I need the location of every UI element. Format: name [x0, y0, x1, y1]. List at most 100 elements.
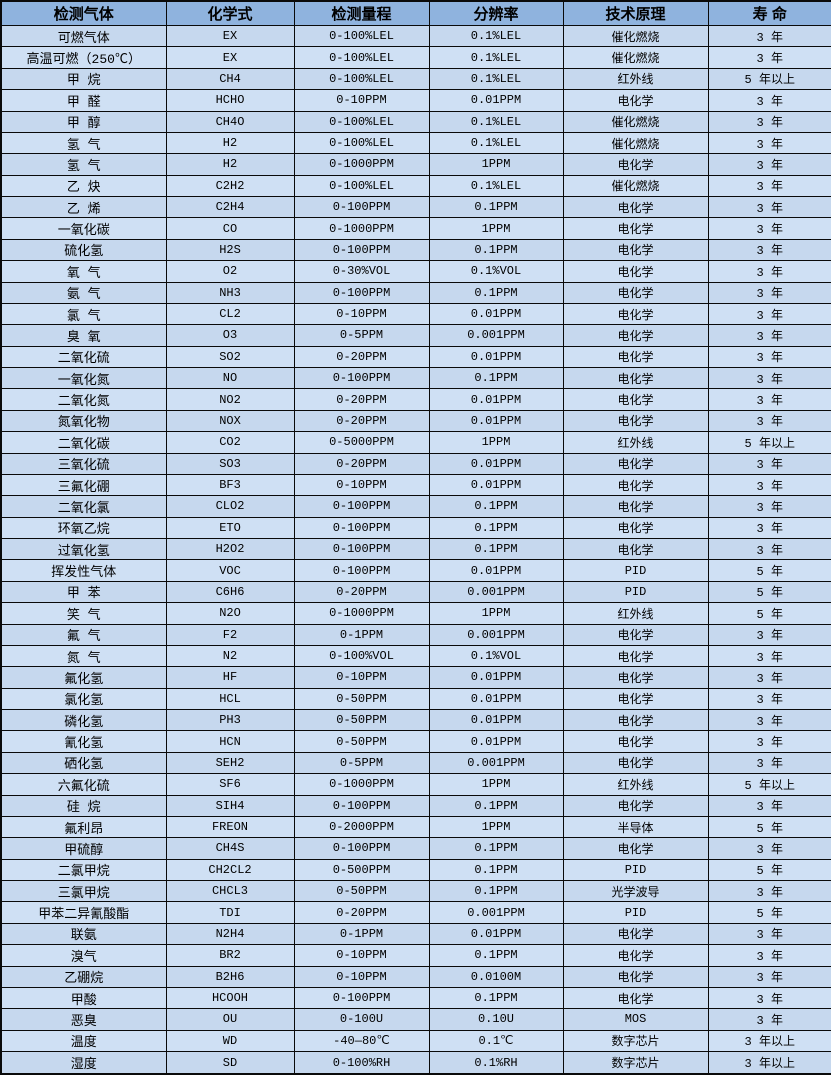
- cell-resolution: 0.01PPM: [428, 473, 564, 497]
- cell-formula: HCHO: [165, 89, 295, 112]
- cell-principle: 电化学: [562, 238, 709, 262]
- table-header: 检测气体 化学式 检测量程 分辨率 技术原理 寿 命: [0, 0, 831, 26]
- table-row: 硫化氢 H2S 0-100PPM 0.1PPM 电化学 3 年: [0, 238, 831, 262]
- table-row: 一氧化碳 CO 0-1000PPM 1PPM 电化学 3 年: [0, 217, 831, 240]
- column-header-range: 检测量程: [293, 0, 430, 26]
- table-row: 三氯甲烷 CHCL3 0-50PPM 0.1PPM 光学波导 3 年: [0, 879, 831, 903]
- cell-formula: EX: [165, 46, 295, 69]
- cell-life: 3 年: [707, 345, 831, 369]
- cell-resolution: 0.1%RH: [428, 1051, 564, 1075]
- column-header-resolution: 分辨率: [428, 0, 564, 26]
- cell-range: 0-1PPM: [293, 922, 430, 946]
- table-row: 恶臭 OU 0-100U 0.10U MOS 3 年: [0, 1008, 831, 1031]
- cell-principle: 电化学: [562, 537, 709, 561]
- cell-formula: VOC: [165, 559, 295, 582]
- cell-formula: O3: [165, 324, 295, 347]
- cell-life: 3 年: [707, 537, 831, 561]
- cell-formula: NO2: [165, 388, 295, 411]
- cell-life: 5 年: [707, 815, 831, 839]
- cell-resolution: 0.1PPM: [428, 879, 564, 903]
- cell-principle: 电化学: [562, 708, 709, 732]
- cell-gas: 甲硫醇: [0, 837, 167, 860]
- cell-formula: FREON: [165, 815, 295, 839]
- cell-principle: 电化学: [562, 473, 709, 497]
- table-row: 环氧乙烷 ETO 0-100PPM 0.1PPM 电化学 3 年: [0, 516, 831, 540]
- cell-range: -40—80℃: [293, 1029, 430, 1053]
- table-row: 甲 醇 CH4O 0-100%LEL 0.1%LEL 催化燃烧 3 年: [0, 110, 831, 133]
- cell-range: 0-100%RH: [293, 1051, 430, 1075]
- cell-range: 0-100PPM: [293, 794, 430, 817]
- cell-principle: 红外线: [562, 431, 709, 454]
- table-row: 温度 WD -40—80℃ 0.1℃ 数字芯片 3 年以上: [0, 1029, 831, 1053]
- cell-resolution: 0.01PPM: [428, 666, 564, 689]
- cell-resolution: 0.001PPM: [428, 751, 564, 775]
- cell-range: 0-100PPM: [293, 495, 430, 518]
- table-row: 乙 炔 C2H2 0-100%LEL 0.1%LEL 催化燃烧 3 年: [0, 174, 831, 198]
- cell-range: 0-100%LEL: [293, 131, 430, 155]
- cell-principle: 红外线: [562, 67, 709, 91]
- cell-life: 3 年: [707, 516, 831, 540]
- cell-principle: 电化学: [562, 366, 709, 390]
- cell-life: 3 年: [707, 666, 831, 689]
- cell-principle: 电化学: [562, 388, 709, 411]
- table-row: 氯 气 CL2 0-10PPM 0.01PPM 电化学 3 年: [0, 302, 831, 326]
- cell-life: 5 年: [707, 559, 831, 582]
- cell-principle: PID: [562, 901, 709, 924]
- cell-resolution: 0.01PPM: [428, 452, 564, 475]
- table-row: 二氧化硫 SO2 0-20PPM 0.01PPM 电化学 3 年: [0, 345, 831, 369]
- cell-principle: 电化学: [562, 944, 709, 967]
- cell-gas: 二氯甲烷: [0, 858, 167, 882]
- cell-life: 3 年: [707, 110, 831, 133]
- table-row: 溴气 BR2 0-10PPM 0.1PPM 电化学 3 年: [0, 944, 831, 967]
- table-row: 甲 烷 CH4 0-100%LEL 0.1%LEL 红外线 5 年以上: [0, 67, 831, 91]
- cell-resolution: 0.1PPM: [428, 986, 564, 1010]
- cell-life: 3 年: [707, 153, 831, 176]
- cell-principle: 数字芯片: [562, 1029, 709, 1053]
- cell-range: 0-10PPM: [293, 666, 430, 689]
- cell-range: 0-100PPM: [293, 195, 430, 219]
- cell-resolution: 0.01PPM: [428, 708, 564, 732]
- cell-gas: 六氟化硫: [0, 773, 167, 796]
- cell-formula: CH4S: [165, 837, 295, 860]
- column-header-formula: 化学式: [165, 0, 295, 26]
- cell-principle: 电化学: [562, 495, 709, 518]
- table-row: 氟 气 F2 0-1PPM 0.001PPM 电化学 3 年: [0, 623, 831, 646]
- cell-principle: 电化学: [562, 324, 709, 347]
- cell-formula: EX: [165, 24, 295, 48]
- cell-resolution: 0.01PPM: [428, 89, 564, 112]
- cell-formula: H2: [165, 153, 295, 176]
- table-row: 硅 烷 SIH4 0-100PPM 0.1PPM 电化学 3 年: [0, 794, 831, 817]
- cell-resolution: 0.01PPM: [428, 302, 564, 326]
- cell-range: 0-100%LEL: [293, 24, 430, 48]
- cell-life: 3 年: [707, 366, 831, 390]
- cell-range: 0-5PPM: [293, 324, 430, 347]
- cell-formula: NO: [165, 366, 295, 390]
- cell-principle: 电化学: [562, 302, 709, 326]
- table-row: 联氨 N2H4 0-1PPM 0.01PPM 电化学 3 年: [0, 922, 831, 946]
- cell-principle: 电化学: [562, 837, 709, 860]
- cell-gas: 恶臭: [0, 1008, 167, 1031]
- cell-resolution: 0.01PPM: [428, 730, 564, 753]
- cell-formula: HF: [165, 666, 295, 689]
- cell-gas: 二氧化碳: [0, 431, 167, 454]
- cell-gas: 挥发性气体: [0, 559, 167, 582]
- cell-gas: 乙 炔: [0, 174, 167, 198]
- cell-principle: 电化学: [562, 281, 709, 304]
- cell-formula: SD: [165, 1051, 295, 1075]
- cell-principle: 电化学: [562, 195, 709, 219]
- table-row: 氟利昂 FREON 0-2000PPM 1PPM 半导体 5 年: [0, 815, 831, 839]
- cell-formula: CO: [165, 217, 295, 240]
- cell-formula: CH4: [165, 67, 295, 91]
- cell-resolution: 1PPM: [428, 217, 564, 240]
- cell-life: 3 年: [707, 260, 831, 283]
- table-row: 硒化氢 SEH2 0-5PPM 0.001PPM 电化学 3 年: [0, 751, 831, 775]
- cell-range: 0-10PPM: [293, 965, 430, 988]
- cell-gas: 氮氧化物: [0, 409, 167, 433]
- cell-resolution: 0.1PPM: [428, 238, 564, 262]
- cell-principle: 催化燃烧: [562, 24, 709, 48]
- cell-gas: 氢 气: [0, 131, 167, 155]
- cell-life: 3 年: [707, 730, 831, 753]
- cell-gas: 硫化氢: [0, 238, 167, 262]
